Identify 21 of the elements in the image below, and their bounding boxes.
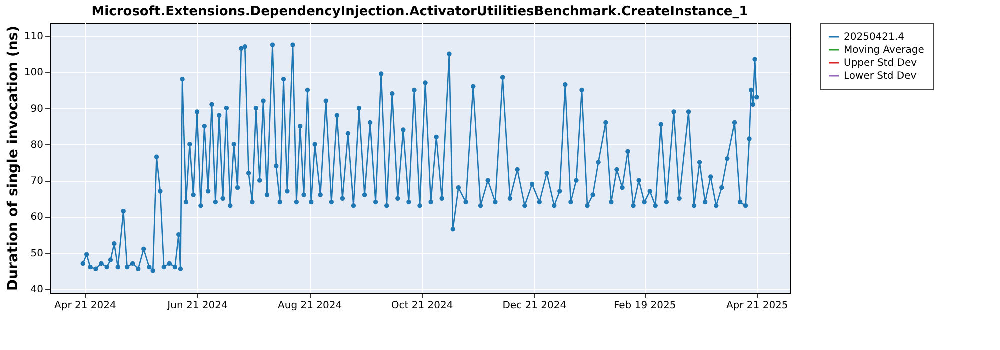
x-tick-label: Apr 21 2024 [54, 300, 116, 312]
x-tick-label: Jun 21 2024 [166, 300, 228, 312]
x-tick-label: Feb 19 2025 [614, 300, 676, 312]
y-tick-label: 40 [30, 284, 44, 296]
x-tick-label: Oct 21 2024 [391, 300, 454, 312]
y-tick-label: 110 [24, 32, 44, 43]
x-tick-label: Apr 21 2025 [726, 300, 788, 312]
chart-title: Microsoft.Extensions.DependencyInjection.ActivatorUtilitiesBenchmark.CreateInstance_1 [92, 4, 748, 20]
y-tick-label: 60 [30, 212, 44, 224]
x-tick-label: Aug 21 2024 [278, 300, 342, 312]
legend-label: 20250421.4 [844, 32, 904, 43]
y-tick-label: 50 [30, 248, 44, 260]
legend-label: Upper Std Dev [844, 58, 918, 69]
y-tick-label: 70 [30, 176, 44, 188]
y-tick-label: 100 [24, 68, 44, 79]
y-tick-label: 90 [30, 104, 44, 115]
y-tick-label: 80 [30, 140, 44, 151]
legend-label: Lower Std Dev [844, 71, 917, 82]
legend-label: Moving Average [844, 45, 924, 56]
y-axis-title: Duration of single invocation (ns) [5, 26, 22, 292]
x-tick-label: Dec 21 2024 [502, 300, 567, 312]
